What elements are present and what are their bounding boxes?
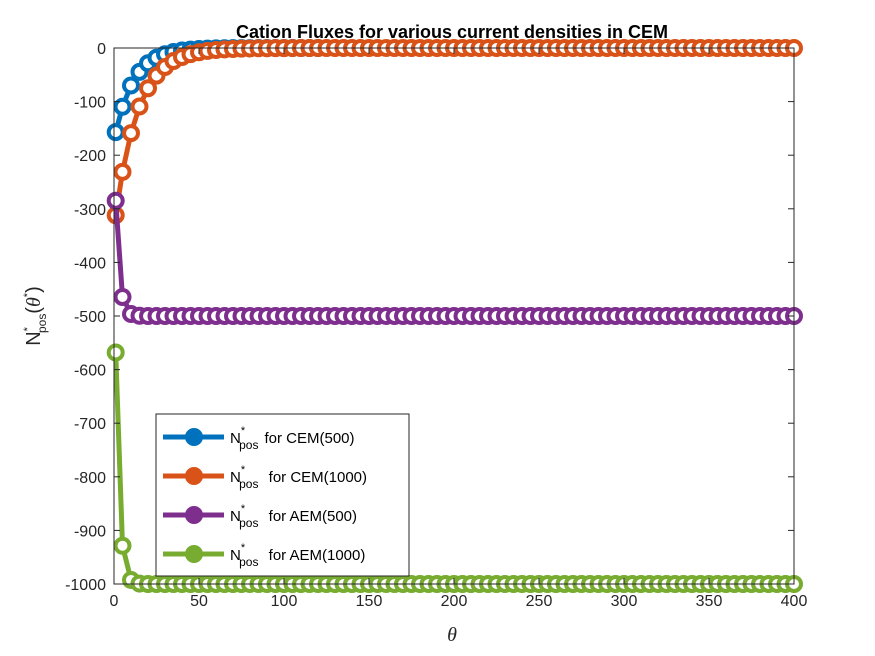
x-tick-label: 400 — [781, 593, 808, 610]
data-point — [139, 79, 157, 98]
legend-text: for CEM(1000) — [264, 469, 367, 486]
x-tick-label: 350 — [696, 593, 723, 610]
legend-base: N — [230, 508, 241, 525]
y-tick-label: -800 — [74, 470, 106, 487]
legend-sup: * — [241, 542, 246, 554]
legend-sub: pos — [239, 438, 258, 452]
legend-base: N — [230, 469, 241, 486]
x-tick-label: 100 — [271, 593, 298, 610]
legend-sup: * — [241, 425, 246, 437]
legend-marker — [185, 506, 203, 524]
data-point — [130, 97, 149, 116]
y-tick-label: -700 — [74, 416, 106, 433]
data-point — [106, 123, 125, 142]
series-2 — [106, 191, 803, 325]
legend-sub: pos — [239, 555, 258, 569]
legend-marker — [185, 545, 203, 563]
y-tick-label: -300 — [74, 202, 106, 219]
data-point — [113, 97, 132, 116]
legend-sub: pos — [239, 516, 258, 530]
legend-entry-label: N* pos for AEM(1000) — [230, 542, 365, 569]
y-tick-label: 0 — [97, 41, 106, 58]
y-tick-label: -500 — [74, 309, 106, 326]
legend-sup: * — [241, 503, 246, 515]
data-point — [113, 287, 132, 306]
y-label-sup: * — [22, 326, 34, 331]
data-point — [106, 191, 125, 210]
legend-text: for AEM(500) — [264, 508, 357, 525]
legend-text: for AEM(1000) — [264, 547, 365, 564]
x-tick-label: 200 — [441, 593, 468, 610]
x-axis-ticks: 0 50 100 150 200 250 300 350 400 — [110, 48, 808, 610]
legend-marker — [185, 467, 203, 485]
y-label-arg-sup: * — [22, 292, 34, 297]
data-point — [113, 162, 132, 181]
data-point — [122, 124, 140, 143]
x-tick-label: 300 — [611, 593, 638, 610]
legend-entry-label: N* pos for AEM(500) — [230, 503, 357, 530]
x-tick-label: 0 — [110, 593, 119, 610]
legend-base: N — [230, 547, 241, 564]
legend-base: N — [230, 430, 241, 447]
y-label-sub: pos — [35, 314, 49, 333]
legend-sub: pos — [239, 477, 258, 491]
x-axis-label: θ — [447, 624, 457, 646]
y-label-close: ) — [23, 286, 45, 293]
legend-text: for CEM(500) — [264, 430, 354, 447]
data-point — [122, 76, 140, 95]
y-axis-label: N*pos(θ*) — [22, 286, 49, 346]
y-tick-label: -100 — [74, 95, 106, 112]
y-tick-label: -600 — [74, 363, 106, 380]
legend-entry-label: N* pos for CEM(500) — [230, 425, 355, 452]
y-label-theta: θ — [23, 297, 45, 307]
x-tick-label: 150 — [356, 593, 383, 610]
x-tick-label: 50 — [190, 593, 208, 610]
chart-title: Cation Fluxes for various current densit… — [236, 22, 668, 42]
y-tick-label: -900 — [74, 523, 106, 540]
y-tick-label: -400 — [74, 255, 106, 272]
legend-marker — [185, 428, 203, 446]
legend-sup: * — [241, 464, 246, 476]
data-point — [113, 536, 132, 555]
y-label-open: ( — [23, 307, 45, 314]
y-label-base: N — [23, 331, 45, 345]
y-tick-label: -200 — [74, 148, 106, 165]
y-axis-ticks: 0 -100 -200 -300 -400 -500 -600 -700 -800 -900 -10… — [65, 41, 794, 594]
data-point — [106, 343, 125, 362]
legend: N* pos for CEM(500)N* pos for CEM(1000)N* po… — [155, 413, 410, 577]
x-tick-label: 250 — [526, 593, 553, 610]
y-tick-label: -1000 — [65, 577, 106, 594]
legend-entry-label: N* pos for CEM(1000) — [230, 464, 367, 491]
